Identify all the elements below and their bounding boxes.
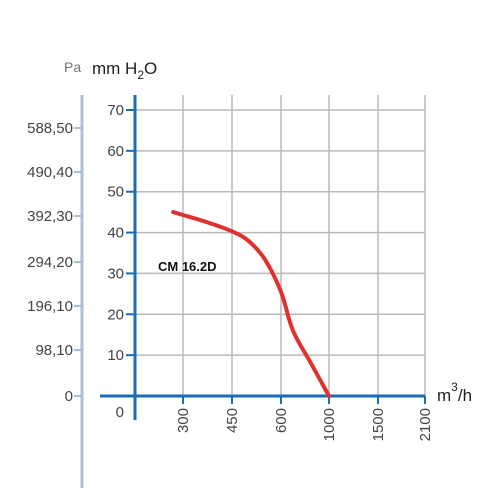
x-tick-label-5: 2100 [417, 408, 434, 441]
mm-sub-text: 2 [137, 68, 144, 82]
x-tick-label-2: 600 [273, 408, 290, 433]
series-label: CM 16.2D [158, 259, 217, 274]
mm-o-text: O [144, 59, 157, 78]
x-unit-label: m3/h [437, 380, 472, 405]
pa-tick-label-5: 490,40 [27, 164, 73, 181]
y-tick-label-5: 50 [107, 184, 124, 201]
x-tick-label-3: 1000 [321, 408, 338, 441]
series [171, 210, 331, 398]
pa-unit-label: Pa [64, 59, 81, 75]
y-tick-label-7: 70 [107, 102, 124, 119]
y-tick-label-3: 30 [107, 265, 124, 282]
mm-h-text: mm H [92, 59, 137, 78]
pa-tick-label-6: 588,50 [27, 120, 73, 137]
x-tick-label-4: 1500 [370, 408, 387, 441]
y-tick-label-6: 60 [107, 143, 124, 160]
pa-tick-label-0: 0 [65, 388, 73, 405]
x-tick-label-1: 450 [224, 408, 241, 433]
y-tick-label-2: 20 [107, 306, 124, 323]
mm-h2o-unit-label: mm H2O [92, 59, 157, 82]
pa-tick-label-1: 98,10 [35, 342, 73, 359]
grid [135, 95, 426, 396]
x-axis: 300 450 600 1000 1500 2100 [100, 394, 434, 441]
y-tick-label-0: 0 [116, 404, 124, 421]
pa-axis: 0 98,10 196,10 294,20 392,30 490,40 588,50 [27, 95, 84, 488]
pa-tick-label-2: 196,10 [27, 298, 73, 315]
y-tick-label-4: 40 [107, 225, 124, 242]
x-unit-h: /h [458, 386, 472, 405]
series-line-0 [171, 210, 331, 398]
x-unit-sup: 3 [451, 380, 458, 394]
x-tick-label-0: 300 [175, 408, 192, 433]
y-axis: 0 10 20 30 40 50 60 70 [107, 95, 137, 421]
pa-tick-label-4: 392,30 [27, 208, 73, 225]
x-unit-m: m [437, 386, 451, 405]
pa-tick-label-3: 294,20 [27, 254, 73, 271]
y-tick-label-1: 10 [107, 347, 124, 364]
